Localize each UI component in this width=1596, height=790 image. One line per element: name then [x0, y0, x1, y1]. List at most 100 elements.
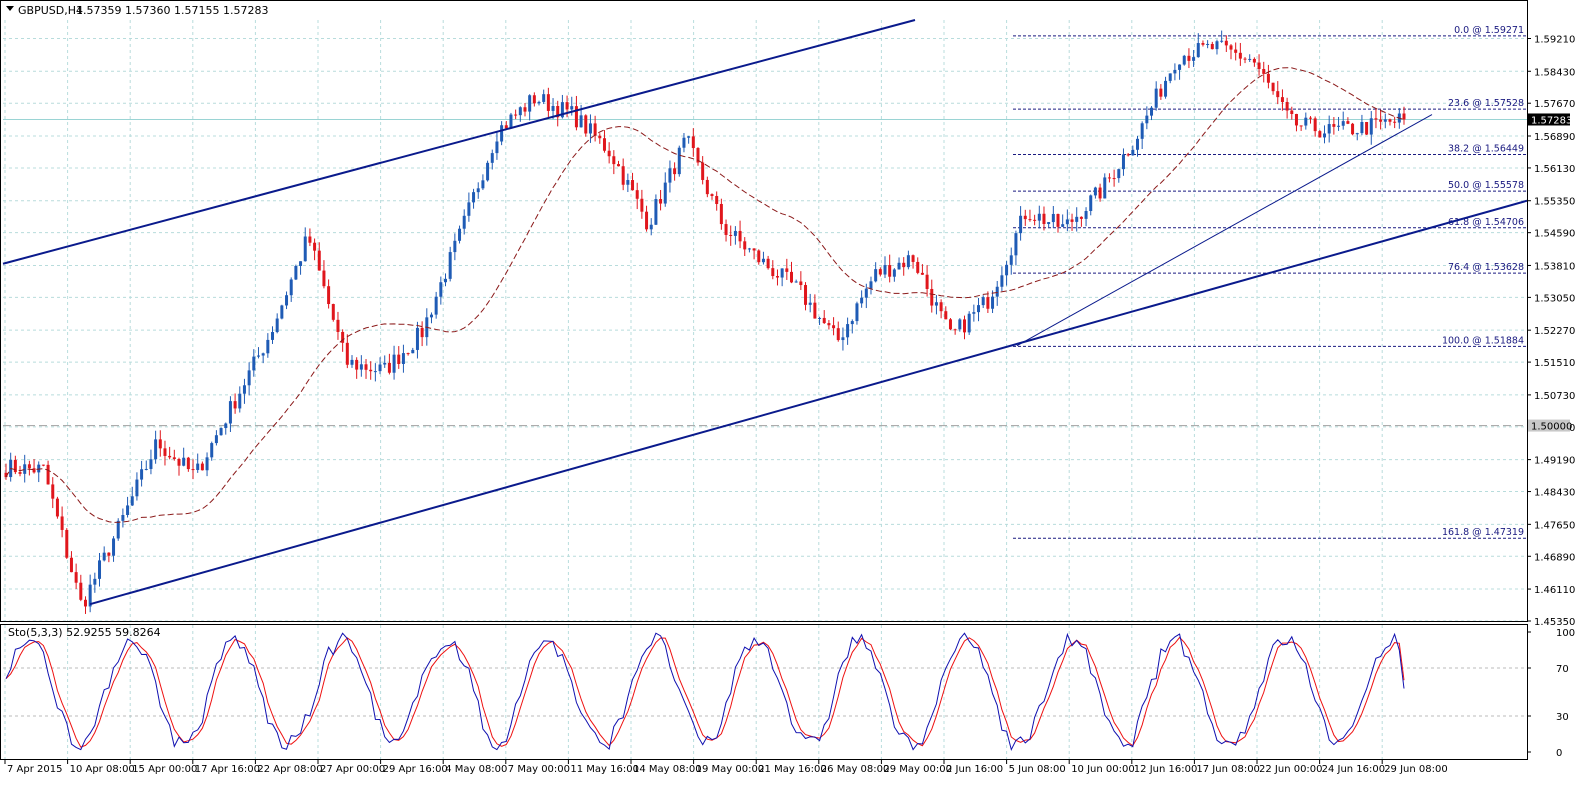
bull-candle [818, 316, 822, 326]
bull-candle [93, 572, 97, 593]
candle-body [154, 439, 158, 460]
candle-body [916, 261, 920, 273]
candle-body [1070, 219, 1074, 222]
candle-body [1238, 52, 1242, 59]
bull-candle [1000, 266, 1004, 292]
bear-candle [789, 261, 793, 284]
bear-candle [317, 242, 321, 271]
candle-body [953, 329, 957, 331]
bear-candle [1234, 42, 1238, 61]
candle-body [1299, 125, 1303, 127]
candle-body [1182, 55, 1186, 65]
candle-body [149, 459, 153, 469]
candle-body [383, 362, 387, 365]
bear-candle [743, 237, 747, 257]
candle-body [303, 236, 307, 262]
candle-body [1257, 62, 1261, 69]
bull-candle [874, 262, 878, 283]
candle-body [411, 349, 415, 354]
candle-body [1126, 154, 1130, 156]
bear-candle [1388, 118, 1392, 126]
candle-body [846, 324, 850, 338]
time-label: 2 Jun 16:00 [946, 764, 1003, 775]
bear-candle [621, 158, 625, 191]
candle-body [378, 364, 382, 372]
candle-body [1351, 123, 1355, 135]
collapse-arrow-icon[interactable] [6, 6, 14, 11]
candle-body [308, 236, 312, 243]
bull-candle [1117, 168, 1121, 183]
stoch-main-line [5, 632, 1405, 752]
candle-body [1220, 40, 1224, 42]
candle-body [855, 303, 859, 322]
candle-body [733, 230, 737, 236]
candle-body [196, 463, 200, 470]
candle-body [560, 102, 564, 118]
candle-body [892, 269, 896, 277]
bear-candle [930, 279, 934, 313]
bull-candle [140, 460, 144, 487]
bull-candle [794, 279, 798, 283]
bull-candle [1014, 230, 1018, 266]
bull-candle [855, 301, 859, 325]
bear-candle [659, 189, 663, 211]
candle-body [977, 305, 981, 313]
bear-candle [191, 459, 195, 480]
bear-candle [1299, 125, 1303, 131]
bull-candle [733, 226, 737, 245]
bull-candle [892, 268, 896, 282]
candle-body [710, 194, 714, 196]
price-tick-label: 1.47650 [1534, 520, 1575, 531]
candle-body [448, 252, 452, 279]
candle-body [79, 582, 83, 600]
bear-candle [355, 357, 359, 379]
bear-candle [1079, 216, 1083, 227]
candle-body [1140, 123, 1144, 139]
candle-body [88, 584, 92, 607]
bull-candle [934, 295, 938, 315]
bear-candle [953, 328, 957, 335]
bear-candle [55, 496, 59, 519]
candle-body [46, 464, 50, 485]
candle-body [1332, 124, 1336, 127]
bear-candle [1070, 213, 1074, 231]
candle-body [551, 105, 555, 111]
bull-candle [1019, 206, 1023, 241]
bear-candle [766, 255, 770, 270]
candle-body [341, 331, 345, 343]
candle-body [280, 305, 284, 319]
bull-candle [1005, 261, 1009, 286]
candle-body [1061, 224, 1065, 227]
bull-candle [677, 145, 681, 177]
candle-body [1215, 41, 1219, 50]
bull-candle [486, 160, 490, 182]
candle-body [37, 464, 41, 473]
bear-candle [83, 596, 87, 614]
candle-body [673, 168, 677, 175]
bull-candle [1140, 121, 1144, 150]
candle-body [481, 180, 485, 189]
bear-candle [168, 446, 172, 460]
candle-body [242, 385, 246, 394]
candle-body [112, 538, 116, 556]
fib-label: 100.0 @ 1.51884 [1442, 335, 1524, 346]
bear-candle [673, 162, 677, 181]
candle-body [285, 295, 289, 306]
bear-candle [1313, 116, 1317, 137]
candle-body [659, 199, 663, 204]
bear-candle [836, 321, 840, 342]
bear-candle [1266, 64, 1270, 89]
bear-candle [1393, 116, 1397, 129]
bear-candle [598, 133, 602, 144]
candle-body [1318, 131, 1322, 138]
candle-body [27, 464, 31, 469]
candle-body [252, 356, 256, 371]
candle-body [322, 270, 326, 287]
candle-body [794, 281, 798, 283]
price-tick-label: 1.50730 [1534, 391, 1575, 402]
candle-body [911, 255, 915, 262]
main-grid [3, 20, 1527, 622]
candle-body [1243, 58, 1247, 60]
bear-candle [1238, 42, 1242, 66]
